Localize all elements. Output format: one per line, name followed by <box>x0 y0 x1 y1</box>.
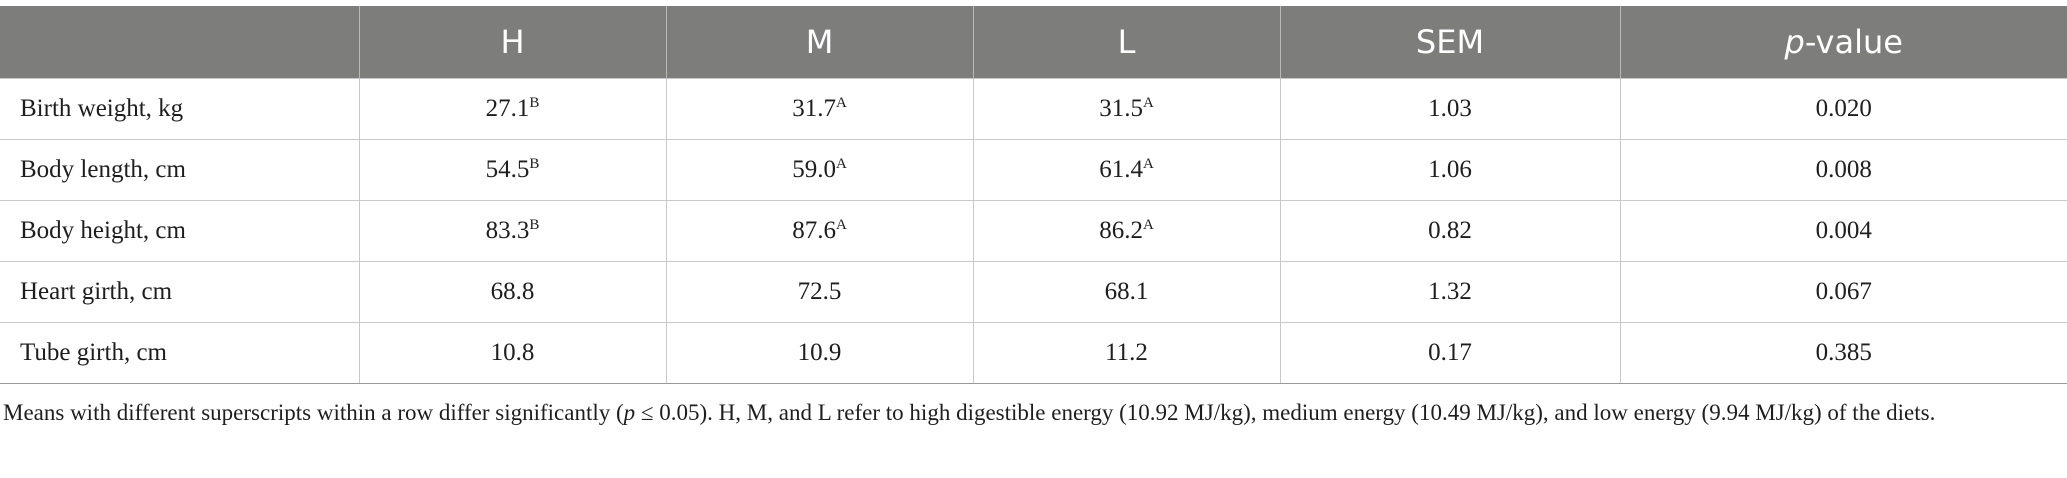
superscript: B <box>529 156 540 172</box>
p-value-suffix: -value <box>1804 23 1903 61</box>
table-row: Body length, cm 54.5B 59.0A 61.4A 1.06 0… <box>0 139 2067 201</box>
row-label: Body height, cm <box>0 200 360 262</box>
header-p-value: p-value <box>1619 6 2067 79</box>
cell-value: 31.7 <box>792 95 836 122</box>
cell-sem: 1.32 <box>1279 261 1621 323</box>
cell-l: 68.1 <box>972 261 1281 323</box>
superscript: A <box>1142 156 1154 172</box>
cell-m: 10.9 <box>665 322 974 384</box>
table-row: Birth weight, kg 27.1B 31.7A 31.5A 1.03 … <box>0 78 2067 140</box>
superscript: B <box>529 95 540 111</box>
superscript: A <box>835 217 847 233</box>
cell-h: 54.5B <box>358 139 667 201</box>
cell-value: 11.2 <box>1105 339 1148 366</box>
cell-value: 31.5 <box>1099 95 1143 122</box>
superscript: B <box>529 217 540 233</box>
table-row: Body height, cm 83.3B 87.6A 86.2A 0.82 0… <box>0 200 2067 262</box>
cell-l: 86.2A <box>972 200 1281 262</box>
header-row: H M L SEM p-value <box>0 6 2067 79</box>
cell-value: 86.2 <box>1099 217 1143 244</box>
cell-value: 61.4 <box>1099 156 1143 183</box>
cell-p-value: 0.008 <box>1619 139 2067 201</box>
row-label: Birth weight, kg <box>0 78 360 140</box>
superscript: A <box>1142 217 1154 233</box>
cell-m: 59.0A <box>665 139 974 201</box>
cell-sem: 1.03 <box>1279 78 1621 140</box>
table-row: Heart girth, cm 68.8 72.5 68.1 1.32 0.06… <box>0 261 2067 323</box>
cell-value: 68.1 <box>1104 278 1149 305</box>
cell-value: 72.5 <box>797 278 842 305</box>
cell-h: 27.1B <box>358 78 667 140</box>
p-symbol: p <box>1784 23 1805 61</box>
header-h: H <box>358 6 667 79</box>
cell-h: 68.8 <box>358 261 667 323</box>
cell-sem: 0.17 <box>1279 322 1621 384</box>
cell-p-value: 0.385 <box>1619 322 2067 384</box>
cell-value: 27.1 <box>485 95 530 122</box>
cell-p-value: 0.020 <box>1619 78 2067 140</box>
cell-h: 10.8 <box>358 322 667 384</box>
cell-value: 10.9 <box>797 339 842 366</box>
row-label: Heart girth, cm <box>0 261 360 323</box>
cell-p-value: 0.067 <box>1619 261 2067 323</box>
cell-value: 59.0 <box>792 156 836 183</box>
cell-h: 83.3B <box>358 200 667 262</box>
cell-value: 87.6 <box>792 217 836 244</box>
cell-sem: 0.82 <box>1279 200 1621 262</box>
row-label: Tube girth, cm <box>0 322 360 384</box>
cell-l: 31.5A <box>972 78 1281 140</box>
cell-value: 54.5 <box>485 156 530 183</box>
header-sem: SEM <box>1279 6 1621 79</box>
table-body: Birth weight, kg 27.1B 31.7A 31.5A 1.03 … <box>0 78 2067 384</box>
superscript: A <box>835 95 847 111</box>
header-m: M <box>665 6 974 79</box>
cell-m: 72.5 <box>665 261 974 323</box>
header-l: L <box>972 6 1281 79</box>
cell-m: 31.7A <box>665 78 974 140</box>
footnote-text-end: ≤ 0.05). H, M, and L refer to high diges… <box>635 400 1936 425</box>
superscript: A <box>1142 95 1154 111</box>
superscript: A <box>835 156 847 172</box>
cell-value: 68.8 <box>490 278 535 305</box>
table-header: H M L SEM p-value <box>0 6 2067 79</box>
footnote-text-start: Means with different superscripts within… <box>3 400 624 425</box>
footnote-p-symbol: p <box>623 400 636 425</box>
cell-sem: 1.06 <box>1279 139 1621 201</box>
cell-l: 11.2 <box>972 322 1281 384</box>
header-stub <box>0 6 360 79</box>
cell-p-value: 0.004 <box>1619 200 2067 262</box>
cell-value: 83.3 <box>485 217 530 244</box>
table-footnote: Means with different superscripts within… <box>3 396 2043 430</box>
row-label: Body length, cm <box>0 139 360 201</box>
cell-l: 61.4A <box>972 139 1281 201</box>
cell-m: 87.6A <box>665 200 974 262</box>
data-table: H M L SEM p-value Birth weight, kg 27.1B… <box>0 6 2067 384</box>
table-row: Tube girth, cm 10.8 10.9 11.2 0.17 0.385 <box>0 322 2067 384</box>
cell-value: 10.8 <box>490 339 535 366</box>
